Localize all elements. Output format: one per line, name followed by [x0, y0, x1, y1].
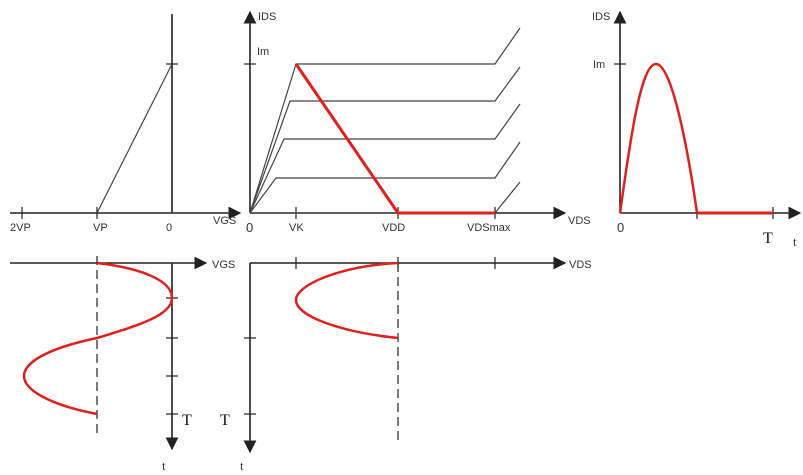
label-im-middle: Im	[257, 46, 269, 58]
transfer-curve-plot: 2VP VP 0 VGS	[10, 14, 242, 234]
label-vgs-bottom: VGS	[212, 259, 235, 271]
label-zero-middle: 0	[246, 220, 253, 235]
curve-id-5	[249, 27, 521, 214]
output-characteristics-plot: IDS Im 0 VK VDD VDSmax VDS	[243, 10, 591, 235]
gate-voltage-waveform: VGS T t	[10, 256, 235, 473]
label-t-middle: t	[240, 458, 244, 473]
label-zero-left: 0	[166, 222, 172, 234]
label-vdd: VDD	[382, 222, 405, 234]
label-t-left: t	[162, 458, 166, 473]
half-sine-pulse	[618, 62, 699, 214]
load-line	[294, 63, 400, 214]
label-T-right: T	[763, 230, 773, 247]
drain-sine-curve	[294, 261, 399, 340]
label-ids-middle: IDS	[258, 11, 276, 23]
label-t-right: t	[793, 234, 797, 249]
label-vds-top: VDS	[568, 215, 591, 227]
label-ids-right: IDS	[592, 11, 610, 23]
label-vdsmax: VDSmax	[467, 222, 511, 234]
gate-sine-curve	[22, 261, 174, 416]
curve-id-1	[250, 181, 521, 214]
label-T-middle: T	[220, 412, 230, 429]
label-im-right: Im	[593, 59, 605, 71]
curve-id-2	[249, 141, 521, 214]
curve-id-4	[249, 66, 521, 214]
curve-id-3	[249, 103, 521, 214]
drain-current-waveform: IDS Im 0 T t	[592, 10, 802, 249]
label-vgs-top: VGS	[213, 215, 236, 227]
label-vds-bottom: VDS	[569, 259, 592, 271]
transfer-line	[96, 63, 173, 214]
label-T-left: T	[182, 412, 192, 429]
label-vp: VP	[93, 222, 108, 234]
label-zero-right: 0	[617, 220, 624, 235]
label-2vp: 2VP	[10, 222, 31, 234]
label-vk: VK	[289, 222, 304, 234]
drain-voltage-waveform: VDS T t	[220, 256, 592, 473]
